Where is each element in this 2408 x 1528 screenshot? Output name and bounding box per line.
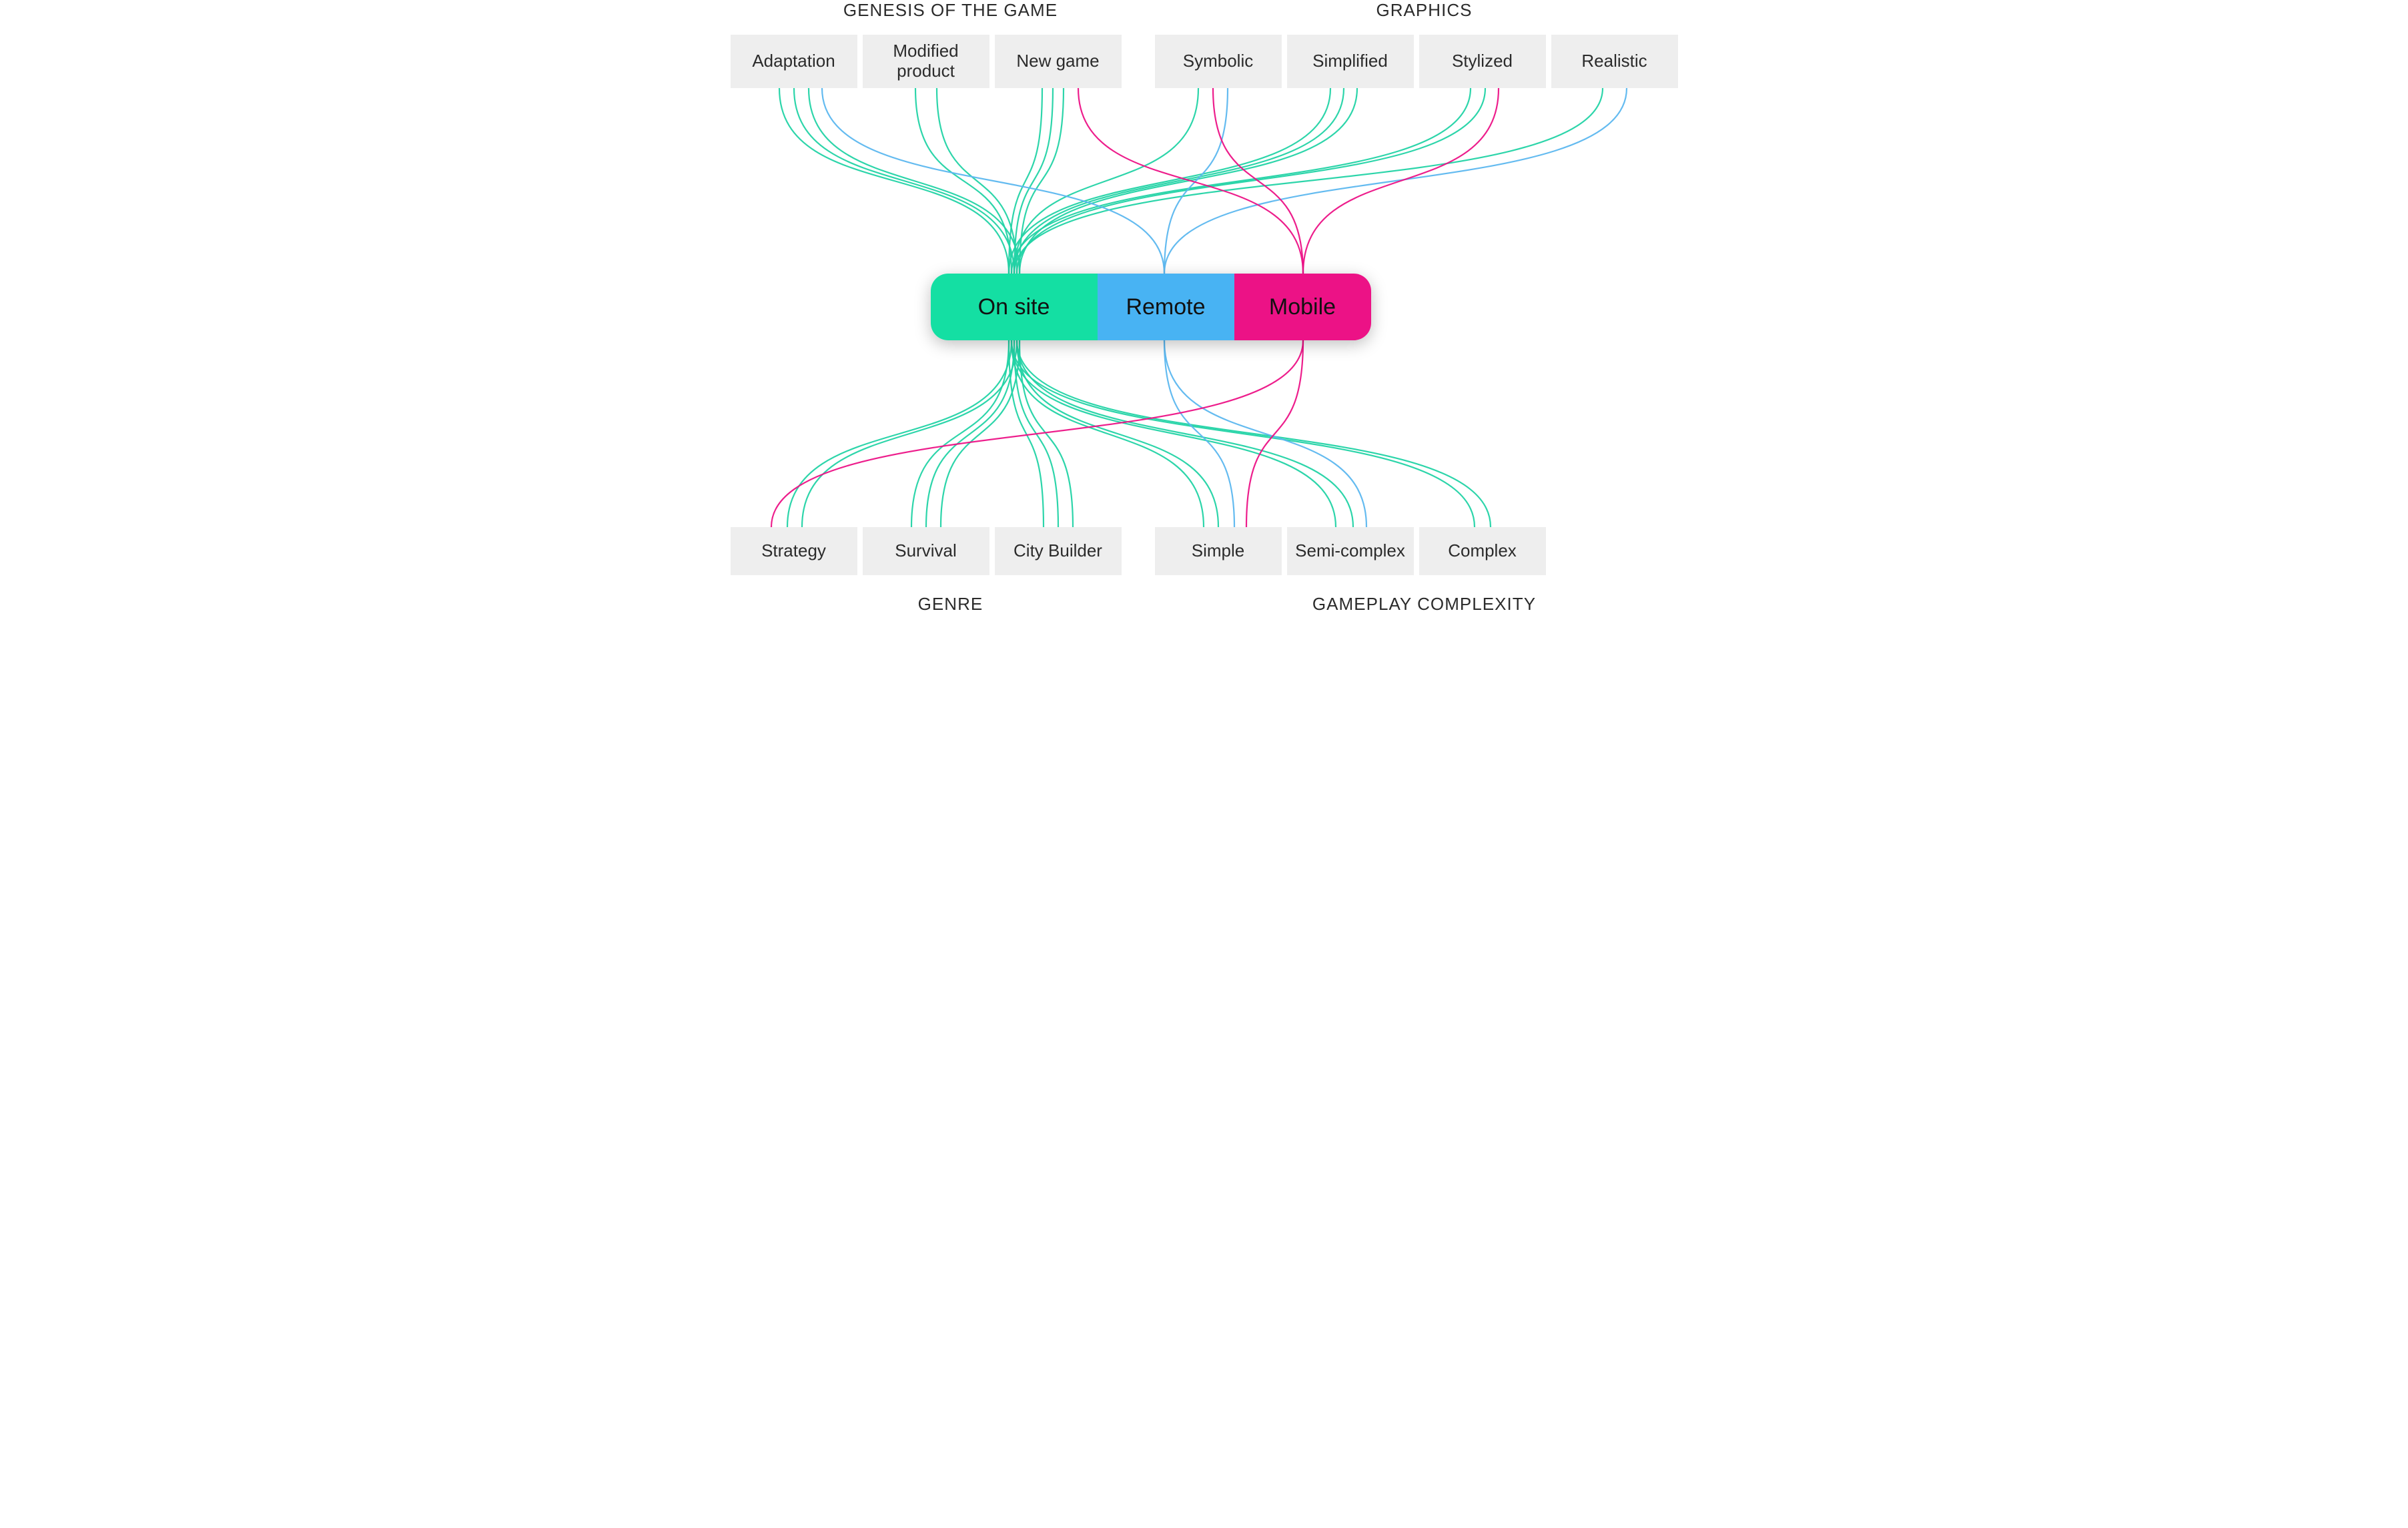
- edge-onsite-adaptation: [809, 88, 1020, 274]
- edge-onsite-modified: [915, 88, 1012, 274]
- node-newgame: New game: [995, 35, 1122, 88]
- h-gameplay: GAMEPLAY COMPLEXITY: [1258, 594, 1591, 615]
- node-stylized: Stylized: [1419, 35, 1546, 88]
- diagram-stage: GENESIS OF THE GAME GRAPHICS GENRE GAMEPLAY…: [717, 0, 1691, 621]
- node-survival: Survival: [863, 527, 989, 575]
- edge-remote-adaptation: [822, 88, 1164, 274]
- edge-mobile-newgame: [1078, 88, 1303, 274]
- edge-onsite-stylized: [1017, 88, 1485, 274]
- node-realistic: Realistic: [1551, 35, 1678, 88]
- edge-onsite-modified: [937, 88, 1017, 274]
- hub-onsite: On site: [931, 274, 1098, 340]
- edge-onsite-realistic: [1014, 88, 1603, 274]
- edge-onsite-survival: [941, 340, 1020, 527]
- edge-onsite-newgame: [1009, 88, 1042, 274]
- edge-onsite-adaptation: [794, 88, 1014, 274]
- edge-onsite-simplified: [1014, 88, 1344, 274]
- node-strategy: Strategy: [731, 527, 857, 575]
- node-symbolic: Symbolic: [1155, 35, 1282, 88]
- edge-onsite-semicomplex: [1017, 340, 1353, 527]
- edge-remote-semicomplex: [1164, 340, 1366, 527]
- node-simple: Simple: [1155, 527, 1282, 575]
- edge-mobile-stylized: [1303, 88, 1499, 274]
- node-simplified: Simplified: [1287, 35, 1414, 88]
- node-semicomplex: Semi-complex: [1287, 527, 1414, 575]
- node-citybuilder: City Builder: [995, 527, 1122, 575]
- edge-mobile-strategy: [771, 340, 1303, 527]
- edge-onsite-strategy: [802, 340, 1017, 527]
- edge-onsite-simplified: [1009, 88, 1330, 274]
- node-modified: Modified product: [863, 35, 989, 88]
- h-genre: GENRE: [784, 594, 1118, 615]
- edge-onsite-survival: [926, 340, 1014, 527]
- h-graphics: GRAPHICS: [1258, 0, 1591, 21]
- hub-mobile: Mobile: [1234, 274, 1371, 340]
- node-complex: Complex: [1419, 527, 1546, 575]
- edge-onsite-complex: [1012, 340, 1475, 527]
- edge-onsite-semicomplex: [1012, 340, 1336, 527]
- node-adaptation: Adaptation: [731, 35, 857, 88]
- h-genesis: GENESIS OF THE GAME: [784, 0, 1118, 21]
- hub: On siteRemoteMobile: [931, 274, 1371, 340]
- edge-onsite-complex: [1017, 340, 1491, 527]
- edge-remote-realistic: [1164, 88, 1627, 274]
- hub-remote: Remote: [1098, 274, 1234, 340]
- edge-onsite-survival: [911, 340, 1009, 527]
- edge-onsite-strategy: [787, 340, 1012, 527]
